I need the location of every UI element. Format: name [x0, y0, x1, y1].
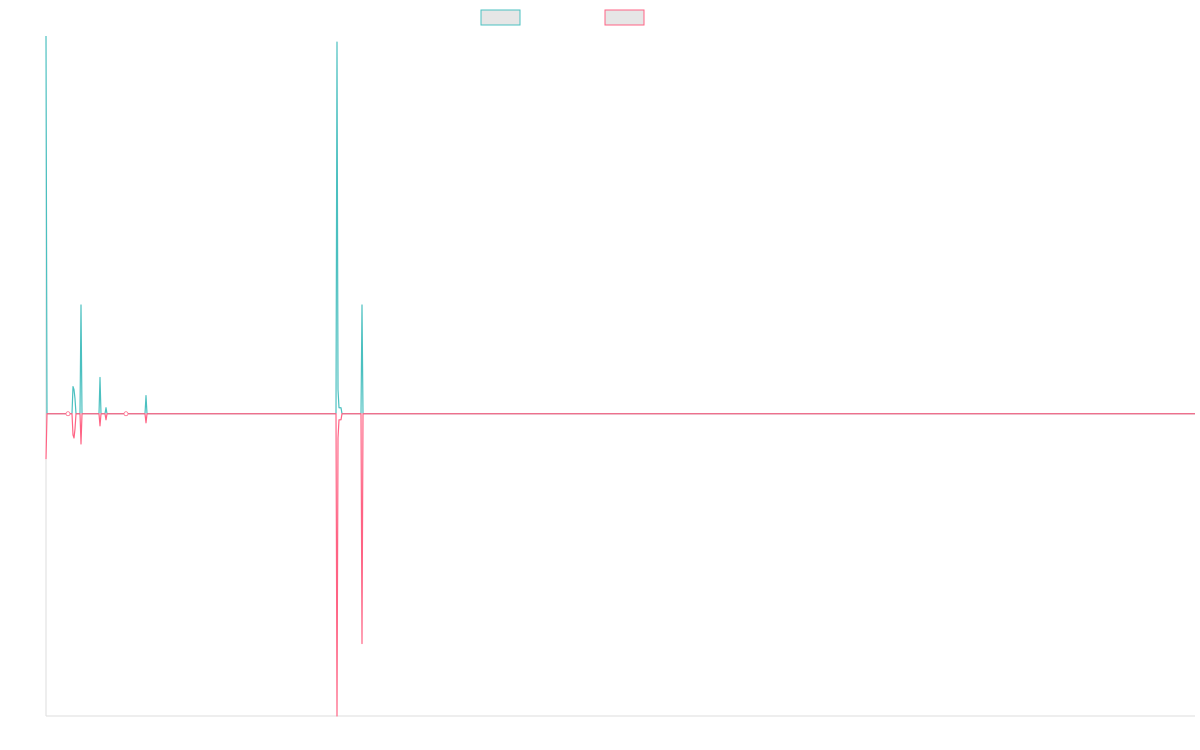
series-layer: [45, 35, 1195, 717]
point-marker-2: [123, 411, 129, 417]
point-markers: [65, 411, 129, 417]
series-line-2: [45, 413, 1195, 717]
series-line-1: [45, 35, 1195, 415]
legend[interactable]: [480, 9, 645, 26]
axes: [45, 36, 1195, 717]
point-marker-1: [65, 411, 71, 417]
legend-swatch-1[interactable]: [480, 9, 521, 26]
legend-swatch-2[interactable]: [604, 9, 645, 26]
